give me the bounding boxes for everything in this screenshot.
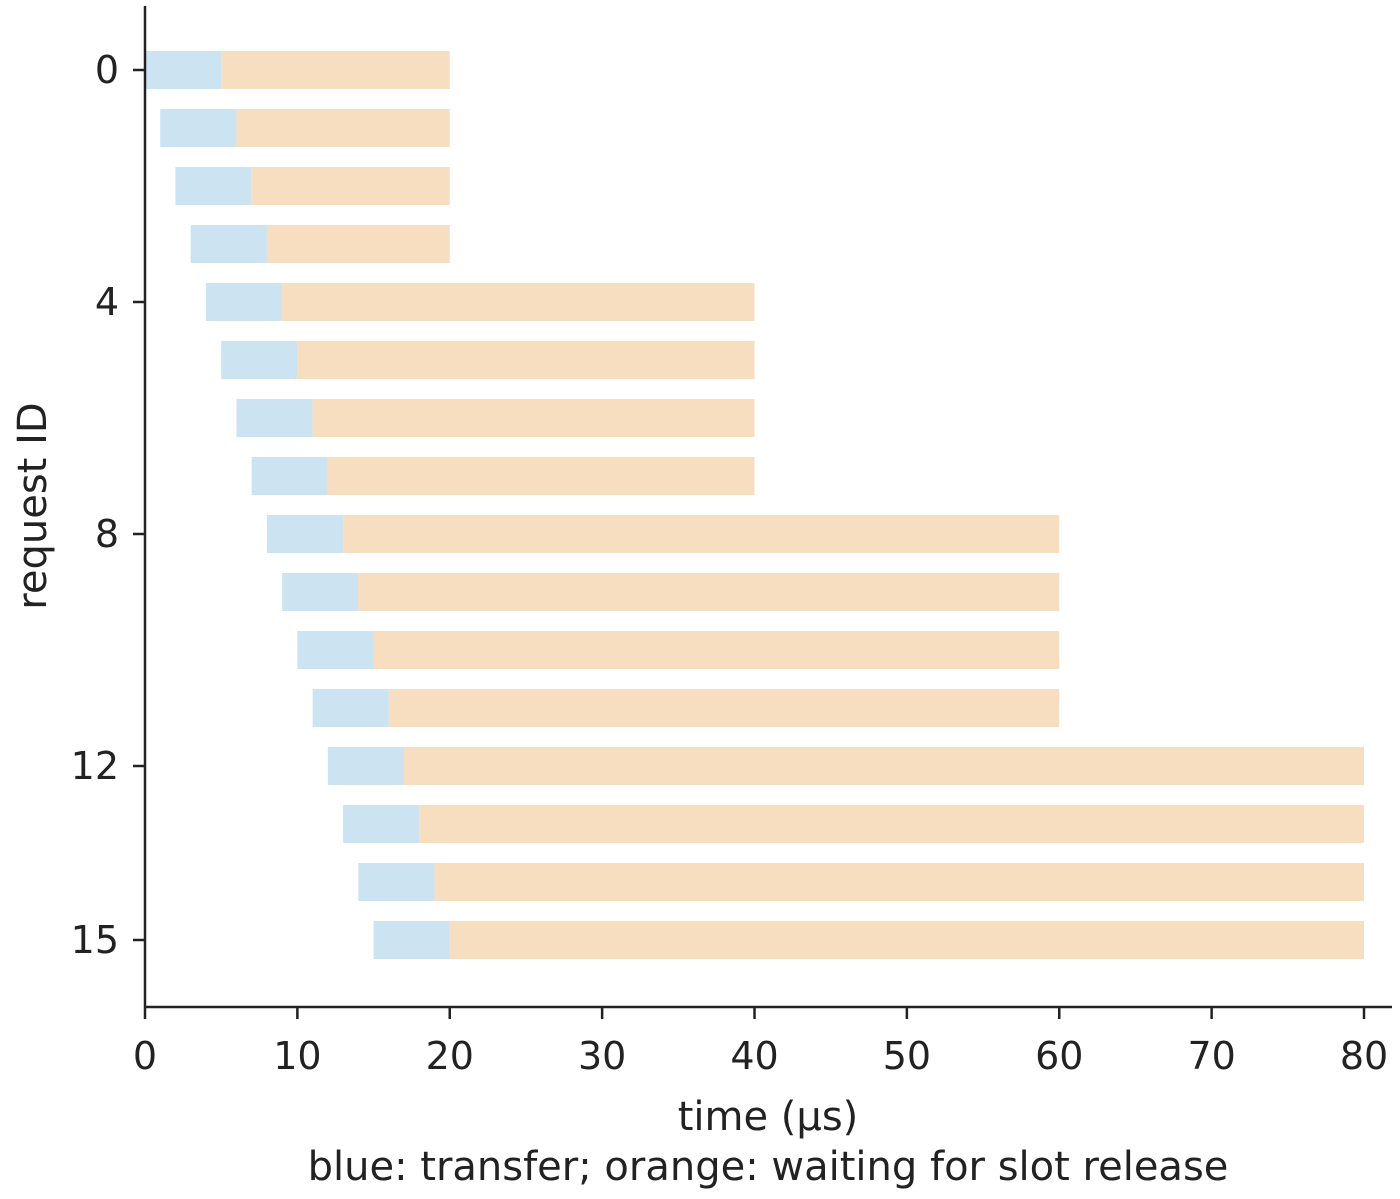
y-tick-label: 15: [71, 918, 119, 962]
x-tick-label: 50: [883, 1034, 931, 1078]
x-tick-label: 70: [1187, 1034, 1235, 1078]
x-ticks-group: 0 10 20 30 40 50 60 70 80: [133, 1007, 1388, 1078]
transfer-bar-13: [343, 805, 420, 843]
transfer-bar-14: [358, 863, 435, 901]
waiting-bar-12: [404, 747, 1365, 785]
waiting-bar-13: [419, 805, 1364, 843]
transfer-bar-9: [282, 573, 359, 611]
waiting-bar-8: [343, 515, 1060, 553]
transfer-bar-0: [145, 51, 222, 89]
bars-group: [145, 51, 1365, 959]
transfer-bar-11: [312, 689, 389, 727]
transfer-bar-8: [266, 515, 344, 553]
waiting-bar-4: [282, 283, 755, 321]
waiting-bar-1: [236, 109, 450, 147]
y-tick-label: 12: [71, 744, 119, 788]
x-tick-label: 10: [273, 1034, 321, 1078]
axes-group: [143, 6, 1392, 1009]
transfer-bar-2: [175, 167, 252, 205]
transfer-bar-5: [221, 341, 298, 379]
waiting-bar-0: [221, 51, 450, 89]
y-tick-label: 4: [95, 280, 119, 324]
x-tick-label: 60: [1035, 1034, 1083, 1078]
x-tick-label: 40: [730, 1034, 778, 1078]
y-tick-label: 8: [95, 512, 119, 556]
waiting-bar-14: [434, 863, 1364, 901]
transfer-bar-6: [236, 399, 313, 437]
waiting-bar-11: [388, 689, 1060, 727]
waiting-bar-7: [327, 457, 755, 495]
waiting-bar-10: [373, 631, 1060, 669]
waiting-bar-6: [312, 399, 755, 437]
waiting-bar-2: [251, 167, 450, 205]
transfer-bar-3: [190, 225, 267, 263]
x-tick-label: 80: [1340, 1034, 1388, 1078]
transfer-bar-10: [297, 631, 374, 669]
waiting-bar-5: [297, 341, 755, 379]
x-axis-label: time (µs): [678, 1094, 859, 1140]
transfer-bar-12: [327, 747, 405, 785]
x-tick-label: 20: [426, 1034, 474, 1078]
waiting-bar-9: [358, 573, 1060, 611]
chart-caption: blue: transfer; orange: waiting for slot…: [308, 1144, 1229, 1190]
transfer-bar-4: [205, 283, 283, 321]
waiting-bar-15: [449, 921, 1364, 959]
x-tick-label: 30: [578, 1034, 626, 1078]
transfer-bar-15: [373, 921, 450, 959]
y-axis-label: request ID: [10, 402, 56, 609]
y-ticks-group: 0 4 8 12 15: [71, 48, 145, 962]
transfer-bar-7: [251, 457, 328, 495]
x-tick-label: 0: [133, 1034, 157, 1078]
y-tick-label: 0: [95, 48, 119, 92]
transfer-bar-1: [160, 109, 237, 147]
waiting-bar-3: [266, 225, 450, 263]
